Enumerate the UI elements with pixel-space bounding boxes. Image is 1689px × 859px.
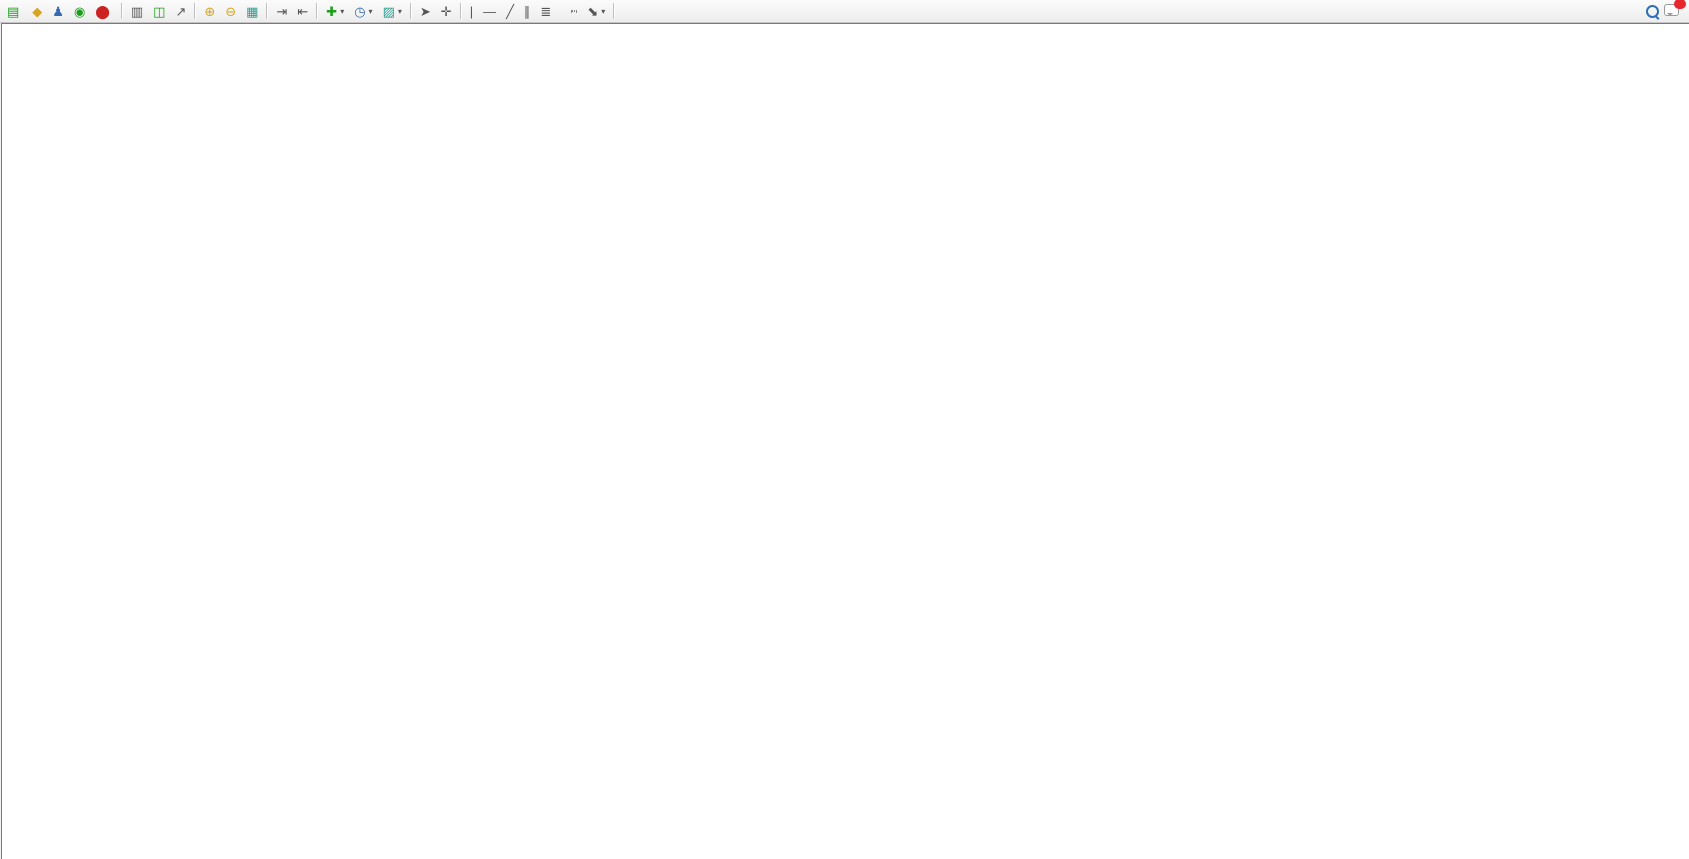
trendline-tool-button[interactable]: ╱ [501, 0, 519, 22]
auto-scroll-icon: ⇥ [276, 3, 288, 19]
zoom-in-button[interactable]: ⊕ [199, 0, 220, 22]
chart-window [1, 23, 1689, 859]
autotrade-button[interactable]: ⬤ [90, 0, 118, 22]
line-chart-button[interactable]: ↗ [170, 0, 191, 22]
horizontal-line-icon: — [483, 3, 497, 19]
periods-button[interactable]: ◷ ▾ [349, 0, 377, 22]
chart-shift-icon: ⇤ [297, 3, 309, 19]
dropdown-caret-icon: ▾ [340, 6, 345, 16]
deposit-button[interactable]: ◆ [27, 0, 47, 22]
toolbar-separator [613, 3, 616, 19]
hline-tool-button[interactable]: — [478, 0, 501, 22]
auto-scroll-button[interactable]: ⇥ [271, 0, 292, 22]
person-icon: ♟ [52, 3, 64, 19]
line-chart-icon: ↗ [175, 3, 187, 19]
vline-tool-button[interactable]: | [465, 0, 478, 22]
bar-chart-button[interactable]: ▥ [126, 0, 148, 22]
chart-canvas[interactable] [2, 40, 1687, 857]
fibonacci-tool-button[interactable]: ≣ [535, 0, 556, 22]
bar-chart-icon: ▥ [130, 3, 144, 19]
tile-windows-button[interactable]: ▦ [241, 0, 263, 22]
dropdown-caret-icon: ▾ [397, 6, 402, 16]
template-icon: ▨ [382, 3, 395, 19]
new-order-icon: ▤ [7, 3, 20, 19]
search-icon [1646, 4, 1659, 18]
crosshair-icon: ✛ [440, 3, 452, 19]
clock-icon: ◷ [354, 3, 366, 19]
cursor-tool-button[interactable]: ➤ [415, 0, 436, 22]
autotrade-icon: ⬤ [95, 3, 110, 19]
label-tool-icon [571, 10, 578, 12]
search-button[interactable] [1641, 0, 1664, 22]
add-indicator-icon: ✚ [326, 3, 338, 19]
candle-chart-button[interactable]: ◫ [148, 0, 170, 22]
channel-icon: ∥ [523, 3, 531, 19]
cursor-icon: ➤ [419, 3, 431, 19]
channel-tool-button[interactable]: ∥ [519, 0, 536, 22]
new-order-button[interactable]: ▤ [2, 0, 27, 22]
arrows-tool-button[interactable]: ⬊ ▾ [582, 0, 610, 22]
trendline-icon: ╱ [506, 3, 514, 19]
tile-windows-icon: ▦ [246, 3, 259, 19]
crosshair-tool-button[interactable]: ✛ [436, 0, 457, 22]
candlestick-icon: ◫ [153, 3, 166, 19]
templates-button[interactable]: ▨ ▾ [378, 0, 407, 22]
signals-button[interactable]: ◉ [69, 0, 90, 22]
profile-button[interactable]: ♟ [47, 0, 69, 22]
signal-icon: ◉ [73, 3, 86, 19]
chart-shift-button[interactable]: ⇤ [292, 0, 313, 22]
main-toolbar: ▤ ◆ ♟ ◉ ⬤ ▥ ◫ ↗ ⊕ ⊖ ▦ ⇥ ⇤ ✚ ▾ ◷ ▾ ▨ ▾ ➤ ✛ | [0, 0, 1689, 23]
wallet-icon: ◆ [32, 3, 43, 19]
toolbar-separator [266, 3, 269, 19]
toolbar-separator [120, 3, 123, 19]
toolbar-separator [316, 3, 319, 19]
toolbar-separator [459, 3, 462, 19]
zoom-out-button[interactable]: ⊖ [220, 0, 241, 22]
zoom-in-icon: ⊕ [204, 3, 216, 19]
vertical-line-icon: | [469, 3, 474, 19]
indicators-button[interactable]: ✚ ▾ [321, 0, 349, 22]
label-tool-button[interactable] [566, 0, 582, 22]
notifications-button[interactable] [1664, 0, 1686, 19]
text-tool-button[interactable] [556, 0, 566, 22]
notification-badge [1674, 0, 1686, 9]
toolbar-separator [194, 3, 197, 19]
chart-title-bar [2, 24, 1689, 40]
dropdown-caret-icon: ▾ [368, 6, 373, 16]
arrows-tool-icon: ⬊ [587, 3, 599, 19]
zoom-out-icon: ⊖ [225, 3, 237, 19]
fibonacci-icon: ≣ [540, 3, 552, 19]
dropdown-caret-icon: ▾ [601, 6, 606, 16]
toolbar-separator [409, 3, 412, 19]
